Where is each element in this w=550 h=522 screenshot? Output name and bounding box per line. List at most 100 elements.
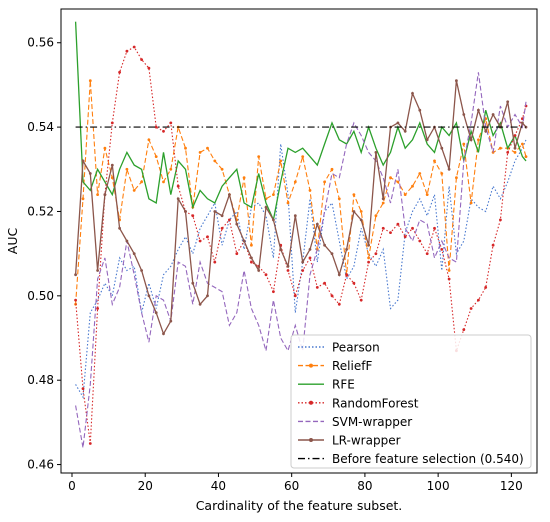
data-point-relieff	[110, 176, 114, 180]
data-point-lr-wrapper	[425, 138, 429, 142]
data-point-lr-wrapper	[462, 113, 466, 116]
data-point-lr-wrapper	[169, 319, 173, 323]
data-point-relieff	[272, 193, 275, 197]
data-point-relieff	[88, 79, 92, 83]
x-tick-label: 60	[284, 479, 299, 493]
legend-label-lr-wrapper: LR-wrapper	[332, 434, 401, 448]
data-point-randomforest	[125, 49, 129, 53]
legend: Pearson ReliefF RFE RandomForest SVM-wrapper…	[290, 334, 532, 469]
data-point-relieff	[308, 189, 312, 192]
data-point-lr-wrapper	[301, 260, 305, 264]
data-point-randomforest	[499, 218, 502, 222]
data-point-lr-wrapper	[279, 248, 283, 251]
data-point-randomforest	[110, 121, 114, 125]
data-point-lr-wrapper	[367, 243, 370, 247]
data-point-lr-wrapper	[103, 193, 107, 197]
data-point-randomforest	[337, 302, 341, 306]
data-point-randomforest	[154, 125, 158, 129]
data-point-relieff	[389, 176, 392, 180]
data-point-lr-wrapper	[455, 79, 458, 83]
data-point-lr-wrapper	[403, 129, 407, 133]
data-point-relieff	[140, 180, 144, 184]
data-point-lr-wrapper	[118, 226, 121, 230]
legend-label-before-feature-selection-0-540: Before feature selection (0.540)	[332, 452, 524, 466]
data-point-randomforest	[506, 151, 510, 154]
data-point-lr-wrapper	[147, 294, 151, 298]
data-point-randomforest	[235, 252, 239, 256]
data-point-randomforest	[491, 243, 495, 247]
data-point-relieff	[279, 159, 283, 163]
data-point-randomforest	[206, 235, 209, 239]
data-point-relieff	[367, 256, 370, 260]
data-point-lr-wrapper	[88, 172, 92, 175]
data-point-lr-wrapper	[484, 129, 488, 133]
data-point-randomforest	[477, 298, 480, 302]
data-point-relieff	[381, 201, 385, 205]
data-point-lr-wrapper	[110, 163, 114, 167]
data-point-randomforest	[389, 231, 392, 235]
legend-box	[290, 334, 532, 469]
data-point-relieff	[242, 176, 246, 180]
legend-marker-relieff	[309, 363, 313, 368]
data-point-randomforest	[381, 226, 385, 230]
legend-marker-randomforest	[309, 400, 313, 405]
legend-label-rfe: RFE	[332, 378, 355, 392]
data-point-randomforest	[96, 307, 99, 310]
data-point-relieff	[169, 167, 173, 171]
data-point-lr-wrapper	[154, 311, 158, 315]
data-point-randomforest	[403, 235, 407, 239]
data-point-lr-wrapper	[286, 264, 290, 268]
data-point-relieff	[103, 146, 107, 150]
data-point-randomforest	[169, 121, 173, 125]
data-point-randomforest	[315, 286, 319, 289]
data-point-lr-wrapper	[264, 205, 268, 209]
data-point-lr-wrapper	[293, 214, 297, 218]
legend-label-relieff: ReliefF	[332, 359, 372, 373]
data-point-relieff	[469, 201, 473, 205]
data-point-relieff	[337, 197, 341, 201]
data-point-relieff	[455, 176, 458, 180]
data-point-relieff	[433, 159, 436, 163]
x-tick-label: 20	[138, 479, 153, 493]
data-point-randomforest	[162, 129, 165, 133]
data-point-lr-wrapper	[440, 146, 444, 150]
data-point-randomforest	[440, 248, 444, 251]
data-point-randomforest	[330, 294, 334, 298]
data-point-lr-wrapper	[411, 92, 414, 95]
data-point-lr-wrapper	[308, 248, 312, 251]
data-point-relieff	[462, 142, 466, 146]
data-point-lr-wrapper	[257, 269, 261, 272]
data-point-lr-wrapper	[206, 294, 209, 298]
data-point-relieff	[206, 146, 209, 150]
data-point-lr-wrapper	[447, 167, 451, 171]
y-tick-label: 0.48	[27, 373, 54, 387]
data-point-relieff	[220, 167, 224, 171]
data-point-lr-wrapper	[381, 197, 385, 201]
series-line-relieff	[75, 80, 527, 305]
data-point-lr-wrapper	[250, 256, 253, 260]
data-point-lr-wrapper	[74, 273, 77, 277]
data-point-randomforest	[250, 260, 253, 264]
legend-label-pearson: Pearson	[332, 341, 380, 355]
data-point-randomforest	[132, 45, 136, 49]
data-point-randomforest	[272, 290, 275, 293]
plot-frame	[60, 8, 538, 474]
data-point-randomforest	[293, 294, 297, 298]
data-point-relieff	[352, 193, 356, 197]
x-axis-label: Cardinality of the feature subset.	[196, 498, 403, 513]
data-point-randomforest	[228, 218, 231, 222]
data-point-randomforest	[411, 226, 414, 230]
data-point-randomforest	[81, 387, 85, 390]
data-point-lr-wrapper	[352, 210, 356, 213]
data-point-relieff	[396, 180, 400, 184]
data-point-lr-wrapper	[81, 159, 85, 163]
data-point-relieff	[184, 146, 187, 150]
data-point-relieff	[418, 172, 422, 175]
x-tick-label: 0	[68, 479, 76, 493]
data-point-lr-wrapper	[213, 210, 217, 213]
data-point-lr-wrapper	[469, 138, 473, 142]
data-point-lr-wrapper	[418, 108, 422, 112]
data-point-randomforest	[286, 269, 290, 272]
